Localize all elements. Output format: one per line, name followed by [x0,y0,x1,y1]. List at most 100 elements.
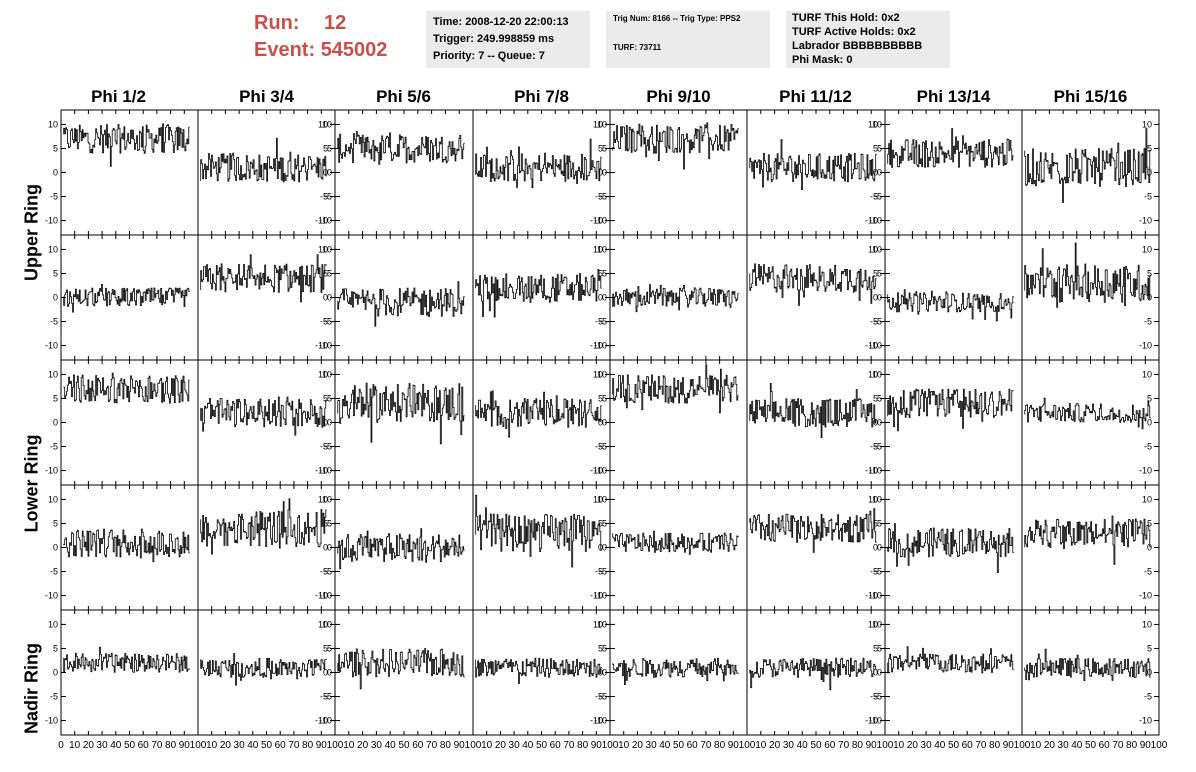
y-tick-label: 0 [53,168,58,178]
waveform-line [337,382,465,445]
waveform-line [612,530,739,555]
y-tick-label: -5 [320,567,328,577]
y-tick-label: -5 [50,192,58,202]
y-tick-label: 5 [323,143,328,153]
y-tick-label: 10 [1142,119,1152,129]
x-tick-label: 90 [866,740,878,751]
y-tick-label: 5 [53,143,58,153]
y-tick-label: -5 [870,192,878,202]
y-tick-label: 5 [327,393,332,403]
panel-frame [60,609,199,736]
x-tick-label: 100 [1014,740,1031,751]
y-tick-label: 5 [327,518,332,528]
x-tick-label: 70 [700,740,712,751]
waveform-line [749,508,877,553]
x-tick-label: 20 [220,740,232,751]
waveform-line [887,646,1014,674]
y-tick-label: 0 [327,418,332,428]
y-tick-label: 10 [48,244,58,254]
y-tick-label: 5 [1147,393,1152,403]
waveform-line [1024,128,1151,203]
y-tick-label: 5 [53,393,58,403]
y-tick-label: 5 [877,643,882,653]
y-tick-label: -5 [320,442,328,452]
x-tick-label: 100 [465,740,482,751]
y-tick-label: 0 [327,543,332,553]
x-tick-label: 90 [454,740,466,751]
x-tick-label: 10 [206,740,218,751]
y-tick-label: -5 [599,567,607,577]
y-tick-label: 10 [868,494,878,504]
y-tick-label: 0 [53,668,58,678]
y-tick-label: 10 [872,619,882,629]
x-tick-label: 80 [989,740,1001,751]
y-tick-label: 10 [1142,494,1152,504]
y-tick-label: 0 [873,168,878,178]
y-tick-label: 5 [877,518,882,528]
y-tick-label: 10 [593,494,603,504]
column-header: Phi 5/6 [376,87,431,106]
x-tick-label: 90 [316,740,328,751]
y-tick-label: 0 [877,668,882,678]
x-tick-label: 70 [975,740,987,751]
y-tick-label: 10 [868,119,878,129]
y-tick-label: -5 [1144,692,1152,702]
y-tick-label: 10 [868,244,878,254]
x-tick-label: 50 [124,740,136,751]
y-tick-label: 0 [602,418,607,428]
y-tick-label: 5 [327,143,332,153]
y-tick-label: 10 [322,119,332,129]
waveform-line [200,254,327,303]
y-tick-label: 10 [48,619,58,629]
x-tick-label: 70 [151,740,163,751]
waveform-line [475,390,602,438]
y-tick-label: -10 [590,466,603,476]
y-tick-label: 5 [873,393,878,403]
x-tick-label: 70 [1112,740,1124,751]
run-label: Run: [254,12,300,34]
x-tick-label: 10 [481,740,493,751]
y-tick-label: 10 [868,369,878,379]
y-tick-label: -5 [50,317,58,327]
y-tick-label: -5 [320,317,328,327]
y-tick-label: 0 [53,543,58,553]
y-tick-label: 0 [1147,543,1152,553]
panel-frame [334,359,474,486]
y-tick-label: 0 [873,668,878,678]
x-tick-label: 30 [921,740,933,751]
x-tick-label: 90 [728,740,740,751]
y-tick-label: 10 [593,119,603,129]
x-tick-label: 100 [739,740,756,751]
time-text: Time: 2008-12-20 22:00:13 [433,16,569,28]
y-tick-label: 0 [873,543,878,553]
y-tick-label: 10 [318,244,328,254]
event-line: Event: 545002 [254,37,387,64]
y-tick-label: 0 [598,418,603,428]
waveform-line [612,657,739,685]
y-tick-label: 0 [53,418,58,428]
y-tick-label: 10 [48,494,58,504]
y-tick-label: -10 [315,591,328,601]
x-tick-label: 20 [1044,740,1056,751]
panel-frame [60,234,199,361]
y-tick-label: -5 [1144,192,1152,202]
x-tick-label: 50 [673,740,685,751]
x-tick-label: 80 [165,740,177,751]
waveform-line [1024,515,1151,565]
x-tick-label: 10 [893,740,905,751]
y-tick-label: 10 [318,619,328,629]
turf-text: TURF: 73711 [613,43,662,52]
x-tick-label: 60 [1099,740,1111,751]
x-tick-label: 40 [247,740,259,751]
y-tick-label: 10 [872,369,882,379]
y-tick-label: 0 [327,168,332,178]
x-tick-label: 50 [398,740,410,751]
y-tick-label: 10 [597,494,607,504]
y-tick-label: 10 [597,244,607,254]
panel-frame [334,109,474,236]
y-tick-label: -5 [324,317,332,327]
x-tick-label: 20 [495,740,507,751]
panel-frame [609,484,748,611]
y-tick-label: 0 [877,418,882,428]
